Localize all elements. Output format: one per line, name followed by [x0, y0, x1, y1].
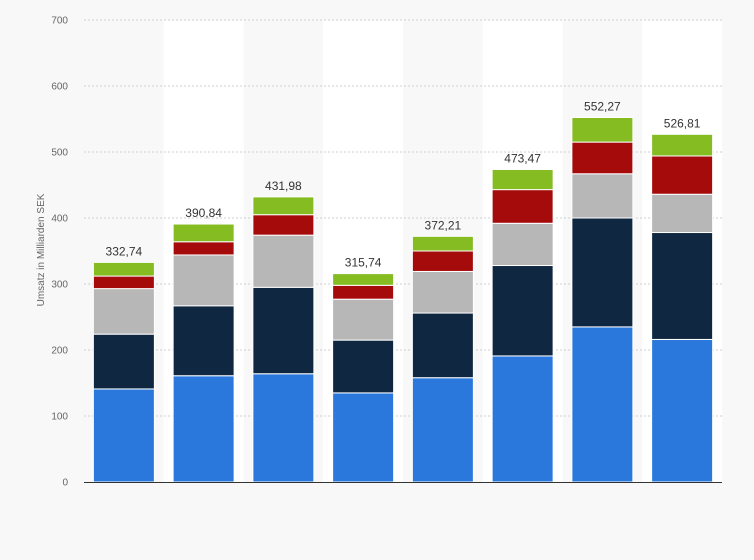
bar-segment-1 — [651, 338, 714, 483]
bar-segment-4 — [252, 214, 315, 236]
bar-segment-1 — [92, 388, 155, 483]
bar-segment-4 — [172, 241, 235, 256]
bars — [92, 117, 714, 483]
bar-segment-5 — [571, 117, 634, 143]
bar-segment-5 — [651, 133, 714, 157]
y-tick-label: 600 — [51, 82, 68, 93]
bar-segment-4 — [332, 284, 395, 300]
bar-segment-1 — [571, 326, 634, 483]
bar-segment-3 — [332, 298, 395, 341]
bar-segment-3 — [92, 288, 155, 335]
bar-total-label: 473,47 — [504, 152, 541, 166]
bar-segment-3 — [252, 234, 315, 288]
bar-segment-1 — [411, 377, 474, 483]
total-labels: 332,74 390,84 431,98 315,74 372,21 473,47 552,… — [106, 100, 701, 270]
bar-segment-5 — [411, 235, 474, 252]
bar-total-label: 390,84 — [185, 206, 222, 220]
bar-segment-4 — [571, 141, 634, 175]
y-tick-label: 0 — [62, 478, 68, 489]
bar-segment-4 — [491, 189, 554, 224]
y-tick-label: 500 — [51, 148, 68, 159]
bar-segment-5 — [252, 196, 315, 216]
bar-total-label: 332,74 — [106, 244, 143, 258]
bar-segment-2 — [92, 333, 155, 390]
bar-segment-2 — [332, 339, 395, 394]
bar-total-label: 431,98 — [265, 179, 302, 193]
bar-segment-2 — [252, 286, 315, 375]
bar-segment-2 — [411, 312, 474, 379]
y-axis-ticks: 0 100 200 300 400 500 600 700 — [51, 16, 68, 489]
bar-segment-4 — [651, 155, 714, 195]
bar-segment-5 — [172, 223, 235, 243]
bar-segment-3 — [571, 173, 634, 219]
y-axis-title: Umsatz in Milliarden SEK — [36, 193, 47, 306]
bar-total-label: 552,27 — [584, 100, 621, 114]
bar-segment-3 — [491, 222, 554, 267]
bar-segment-2 — [172, 305, 235, 377]
bar-segment-5 — [92, 261, 155, 277]
bar-segment-1 — [252, 373, 315, 483]
y-tick-label: 400 — [51, 214, 68, 225]
y-tick-label: 300 — [51, 280, 68, 291]
bar-segment-1 — [332, 392, 395, 483]
bar-segment-5 — [332, 273, 395, 286]
y-tick-label: 200 — [51, 346, 68, 357]
bar-segment-2 — [651, 232, 714, 340]
bar-segment-4 — [92, 275, 155, 290]
y-tick-label: 700 — [51, 16, 68, 27]
bar-segment-1 — [172, 375, 235, 483]
bar-segment-1 — [491, 355, 554, 483]
bar-segment-3 — [411, 270, 474, 314]
bar-segment-5 — [491, 169, 554, 191]
bar-segment-4 — [411, 250, 474, 272]
bar-segment-3 — [172, 254, 235, 307]
y-tick-label: 100 — [51, 412, 68, 423]
bar-segment-3 — [651, 193, 714, 234]
bar-total-label: 372,21 — [425, 218, 462, 232]
bar-segment-2 — [491, 265, 554, 357]
bar-segment-2 — [571, 217, 634, 328]
bar-total-label: 526,81 — [664, 116, 701, 130]
bar-total-label: 315,74 — [345, 256, 382, 270]
